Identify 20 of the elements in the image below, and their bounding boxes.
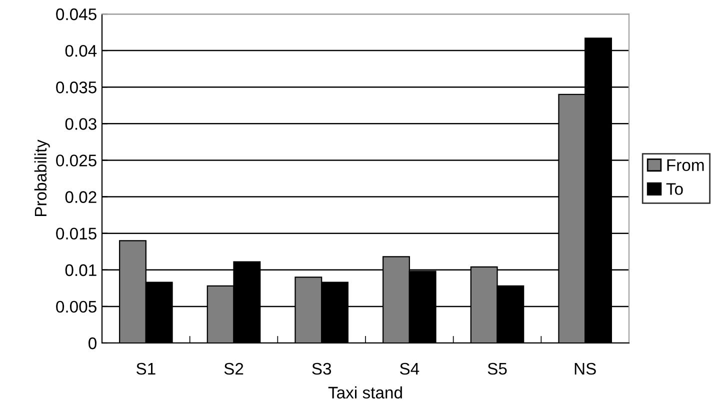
y-tick-label: 0.015 — [56, 228, 96, 240]
y-tick-label: 0.025 — [56, 154, 96, 166]
legend-label: From — [667, 159, 704, 172]
y-tick-label: 0.03 — [65, 118, 96, 130]
y-tick-label: 0.02 — [65, 191, 96, 203]
y-tick-label: 0.04 — [65, 44, 97, 57]
legend-label: To — [666, 183, 683, 195]
y-tick-label: 0.005 — [56, 300, 96, 313]
x-axis-title: Taxi stand — [328, 386, 402, 399]
y-tick-label: 0.045 — [56, 8, 96, 20]
x-tick-label: S1 — [136, 362, 156, 375]
x-tick-label: S2 — [224, 362, 244, 375]
y-tick-label: 0.035 — [56, 82, 96, 94]
x-tick-label: S5 — [488, 362, 507, 375]
y-tick-label: 0 — [88, 337, 96, 350]
y-axis-title: Probability — [34, 140, 50, 216]
x-tick-label: S3 — [312, 362, 332, 375]
x-tick-label: S4 — [400, 362, 420, 375]
x-tick-label: NS — [574, 362, 596, 375]
y-tick-label: 0.01 — [65, 264, 96, 276]
